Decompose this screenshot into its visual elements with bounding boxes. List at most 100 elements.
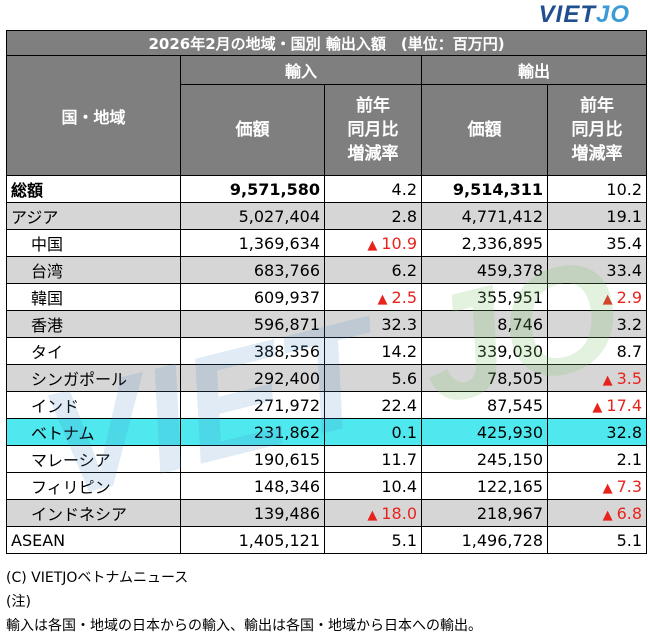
cell-value: 683,766 bbox=[253, 260, 320, 280]
import-value-header: 価額 bbox=[180, 84, 325, 176]
cell-value: 78,505 bbox=[487, 368, 543, 388]
cell-value: 6.8 bbox=[616, 503, 643, 523]
cell-value: 7.3 bbox=[616, 476, 643, 496]
footer-note-label: (注) bbox=[6, 594, 31, 610]
cell-value: 18.0 bbox=[381, 503, 417, 523]
cell-value: 22.4 bbox=[381, 395, 417, 415]
imp-val-cell: 388,356 bbox=[180, 337, 325, 365]
exp-rate-cell: 5.1 bbox=[546, 526, 648, 554]
imp-val-cell: 9,571,580 bbox=[180, 175, 325, 203]
exp-val-cell: 245,150 bbox=[421, 445, 548, 473]
imp-val-cell: 231,862 bbox=[180, 418, 325, 446]
region-name: アジア bbox=[6, 202, 181, 230]
region-name: 中国 bbox=[6, 229, 181, 257]
cell-value: 9,571,580 bbox=[229, 179, 320, 199]
cell-value: 388,356 bbox=[253, 341, 320, 361]
imp-val-cell: 596,871 bbox=[180, 310, 325, 338]
cell-value: 32.3 bbox=[381, 314, 417, 334]
imp-val-cell: 609,937 bbox=[180, 283, 325, 311]
imp-rate-cell: 10.4 bbox=[324, 472, 422, 500]
table-row: 香港 596,871 32.3 8,746 3.2 bbox=[6, 310, 648, 338]
region-name: インドネシア bbox=[6, 499, 181, 527]
exp-rate-cell: 19.1 bbox=[546, 202, 648, 230]
imp-val-cell: 271,972 bbox=[180, 391, 325, 419]
table-row: インドネシア 139,486 ▲ 18.0 218,967 ▲ 6.8 bbox=[6, 499, 648, 527]
exp-val-cell: 425,930 bbox=[421, 418, 548, 446]
cell-value: 245,150 bbox=[476, 449, 543, 469]
negative-triangle-icon: ▲ bbox=[602, 372, 613, 388]
negative-triangle-icon: ▲ bbox=[367, 507, 378, 523]
exp-rate-cell: 3.2 bbox=[546, 310, 648, 338]
table-row: インド 271,972 22.4 87,545 ▲ 17.4 bbox=[6, 391, 648, 419]
cell-value: 2.8 bbox=[391, 206, 417, 226]
imp-rate-cell: ▲ 18.0 bbox=[324, 499, 422, 527]
region-name: マレーシア bbox=[6, 445, 181, 473]
imp-rate-cell: 0.1 bbox=[324, 418, 422, 446]
negative-triangle-icon: ▲ bbox=[602, 291, 613, 307]
cell-value: 2.9 bbox=[616, 287, 643, 307]
cell-value: 19.1 bbox=[606, 206, 643, 226]
cell-value: 10.4 bbox=[381, 476, 417, 496]
footer-credit: (C) VIETJOベトナムニュース bbox=[6, 570, 189, 586]
exp-rate-cell: ▲ 3.5 bbox=[546, 364, 648, 392]
cell-value: 190,615 bbox=[253, 449, 320, 469]
cell-value: 1,405,121 bbox=[238, 530, 320, 550]
exp-rate-cell: 10.2 bbox=[546, 175, 648, 203]
exp-val-cell: 339,030 bbox=[421, 337, 548, 365]
region-header: 国・地域 bbox=[6, 55, 181, 176]
exp-val-cell: 1,496,728 bbox=[421, 526, 548, 554]
exp-val-cell: 87,545 bbox=[421, 391, 548, 419]
exp-val-cell: 2,336,895 bbox=[421, 229, 548, 257]
imp-rate-cell: ▲ 2.5 bbox=[324, 283, 422, 311]
export-header: 輸出 bbox=[420, 55, 648, 85]
table-row: マレーシア 190,615 11.7 245,150 2.1 bbox=[6, 445, 648, 473]
imp-rate-cell: 32.3 bbox=[324, 310, 422, 338]
export-value-header: 価額 bbox=[421, 84, 548, 176]
exp-val-cell: 9,514,311 bbox=[421, 175, 548, 203]
cell-value: 17.4 bbox=[606, 395, 643, 415]
imp-val-cell: 5,027,404 bbox=[180, 202, 325, 230]
imp-val-cell: 190,615 bbox=[180, 445, 325, 473]
imp-val-cell: 148,346 bbox=[180, 472, 325, 500]
cell-value: 32.8 bbox=[606, 422, 643, 442]
region-name: ASEAN bbox=[6, 526, 181, 554]
negative-triangle-icon: ▲ bbox=[602, 480, 613, 496]
cell-value: 3.2 bbox=[616, 314, 643, 334]
negative-triangle-icon: ▲ bbox=[592, 399, 603, 415]
imp-rate-cell: 5.6 bbox=[324, 364, 422, 392]
cell-value: 148,346 bbox=[253, 476, 320, 496]
cell-value: 231,862 bbox=[253, 422, 320, 442]
cell-value: 14.2 bbox=[381, 341, 417, 361]
region-name: タイ bbox=[6, 337, 181, 365]
cell-value: 5,027,404 bbox=[238, 206, 320, 226]
region-name: 香港 bbox=[6, 310, 181, 338]
table-row: ベトナム 231,862 0.1 425,930 32.8 bbox=[6, 418, 648, 446]
imp-val-cell: 1,405,121 bbox=[180, 526, 325, 554]
cell-value: 139,486 bbox=[253, 503, 320, 523]
negative-triangle-icon: ▲ bbox=[377, 291, 388, 307]
cell-value: 6.2 bbox=[391, 260, 417, 280]
logo-text-accent: JO bbox=[595, 1, 630, 28]
cell-value: 11.7 bbox=[381, 449, 417, 469]
cell-value: 3.5 bbox=[616, 368, 643, 388]
cell-value: 5.6 bbox=[391, 368, 417, 388]
exp-val-cell: 78,505 bbox=[421, 364, 548, 392]
import-rate-header: 前年 同月比 増減率 bbox=[347, 96, 399, 164]
imp-rate-cell: ▲ 10.9 bbox=[324, 229, 422, 257]
region-name: シンガポール bbox=[6, 364, 181, 392]
table-row: アジア 5,027,404 2.8 4,771,412 19.1 bbox=[6, 202, 648, 230]
exp-rate-cell: 32.8 bbox=[546, 418, 648, 446]
footer: (C) VIETJOベトナムニュース (注) 輸入は各国・地域の日本からの輸入、… bbox=[6, 566, 646, 638]
cell-value: 2,336,895 bbox=[461, 233, 543, 253]
cell-value: 459,378 bbox=[476, 260, 543, 280]
exp-rate-cell: ▲ 17.4 bbox=[546, 391, 648, 419]
table-row: 総額 9,571,580 4.2 9,514,311 10.2 bbox=[6, 175, 648, 203]
exp-rate-cell: 2.1 bbox=[546, 445, 648, 473]
table-body: 総額 9,571,580 4.2 9,514,311 10.2 アジア 5,027,404 2… bbox=[6, 175, 648, 554]
exp-rate-cell: ▲ 2.9 bbox=[546, 283, 648, 311]
vietjo-logo: VIETJO bbox=[539, 2, 630, 28]
logo-text-main: VIET bbox=[538, 1, 596, 28]
region-name: 台湾 bbox=[6, 256, 181, 284]
table-row: フィリピン 148,346 10.4 122,165 ▲ 7.3 bbox=[6, 472, 648, 500]
cell-value: 10.9 bbox=[381, 233, 417, 253]
